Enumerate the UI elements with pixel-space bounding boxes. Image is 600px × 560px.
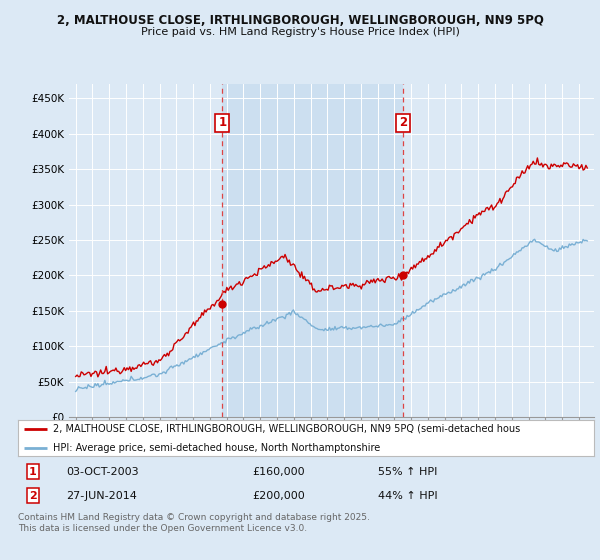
Text: £160,000: £160,000 <box>252 466 305 477</box>
Text: 2, MALTHOUSE CLOSE, IRTHLINGBOROUGH, WELLINGBOROUGH, NN9 5PQ (semi-detached hous: 2, MALTHOUSE CLOSE, IRTHLINGBOROUGH, WEL… <box>53 424 520 434</box>
Text: HPI: Average price, semi-detached house, North Northamptonshire: HPI: Average price, semi-detached house,… <box>53 442 380 452</box>
Text: 1: 1 <box>218 116 227 129</box>
Text: £200,000: £200,000 <box>252 491 305 501</box>
Text: 1: 1 <box>29 466 37 477</box>
Text: 44% ↑ HPI: 44% ↑ HPI <box>378 491 437 501</box>
Text: 2: 2 <box>29 491 37 501</box>
Text: 03-OCT-2003: 03-OCT-2003 <box>66 466 139 477</box>
Text: Price paid vs. HM Land Registry's House Price Index (HPI): Price paid vs. HM Land Registry's House … <box>140 27 460 37</box>
Text: 2: 2 <box>399 116 407 129</box>
Text: This data is licensed under the Open Government Licence v3.0.: This data is licensed under the Open Gov… <box>18 524 307 533</box>
Text: 55% ↑ HPI: 55% ↑ HPI <box>378 466 437 477</box>
Text: 2, MALTHOUSE CLOSE, IRTHLINGBOROUGH, WELLINGBOROUGH, NN9 5PQ: 2, MALTHOUSE CLOSE, IRTHLINGBOROUGH, WEL… <box>56 14 544 27</box>
Text: 27-JUN-2014: 27-JUN-2014 <box>66 491 137 501</box>
Bar <box>223 84 403 417</box>
Text: Contains HM Land Registry data © Crown copyright and database right 2025.: Contains HM Land Registry data © Crown c… <box>18 513 370 522</box>
